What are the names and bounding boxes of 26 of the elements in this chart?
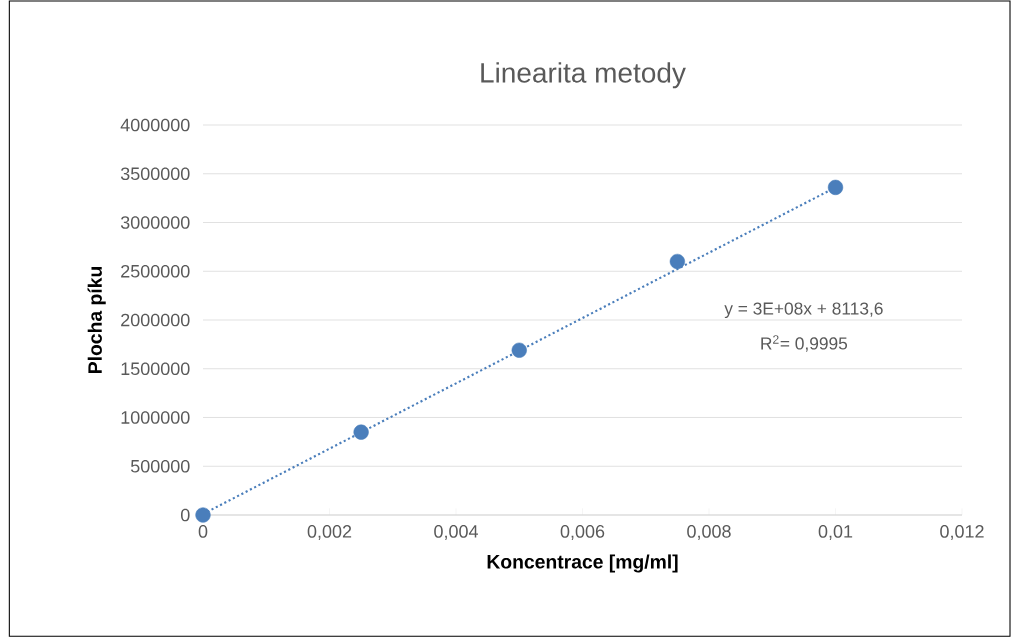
x-tick-label: 0,012	[940, 525, 984, 540]
y-axis-title: Plocha píku	[87, 267, 106, 373]
point	[353, 424, 369, 440]
x-tick-label: 0,004	[434, 525, 478, 540]
point	[511, 342, 527, 358]
x-tick-label: 0,01	[818, 525, 853, 540]
point	[669, 253, 685, 270]
x-axis-title: Koncentrace [mg/ml]	[487, 554, 678, 573]
annotation: y = 3E+08x + 8113,6	[724, 302, 883, 319]
y-tick-label: 0	[180, 508, 190, 522]
y-tick-label: 3000000	[120, 216, 190, 229]
x-tick-label: 0	[198, 525, 208, 538]
y-tick-label: 4000000	[120, 118, 190, 132]
y-tick-label: 1000000	[121, 411, 190, 424]
y-tick-label: 2500000	[121, 264, 190, 278]
point	[827, 179, 844, 196]
x-tick-label: 0,008	[687, 525, 731, 540]
y-tick-label: 1500000	[121, 362, 190, 376]
annotation: R$^{2}$= 0,9995	[761, 335, 848, 352]
y-tick-label: 3500000	[120, 167, 190, 181]
chart-title: Linearita metody	[481, 62, 686, 89]
y-tick-label: 500000	[130, 459, 190, 473]
y-tick-label: 2000000	[121, 313, 190, 327]
point	[195, 507, 211, 523]
x-tick-label: 0,002	[307, 525, 352, 540]
x-tick-label: 0,006	[560, 525, 605, 540]
